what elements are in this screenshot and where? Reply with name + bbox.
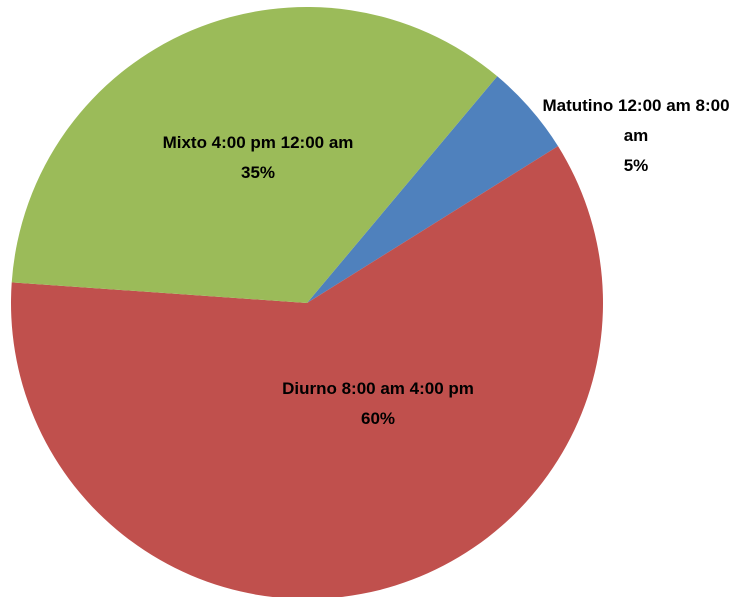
value-label: 5%: [623, 156, 649, 175]
pie-slice: [307, 76, 559, 303]
slice-label: Mixto 4:00 pm 12:00 am 35%: [146, 128, 371, 188]
category-label: Diurno 8:00 am 4:00 pm: [282, 379, 474, 398]
value-label: 60%: [360, 409, 396, 428]
pie-slice: [11, 146, 603, 597]
category-label: Matutino 12:00 am 8:00 am: [542, 96, 730, 145]
value-label: 35%: [240, 163, 276, 182]
slice-label: Diurno 8:00 am 4:00 pm 60%: [271, 374, 486, 434]
slice-label: Matutino 12:00 am 8:00 am 5%: [536, 91, 733, 181]
category-label: Mixto 4:00 pm 12:00 am: [162, 133, 354, 152]
pie-slice: [11, 6, 498, 304]
